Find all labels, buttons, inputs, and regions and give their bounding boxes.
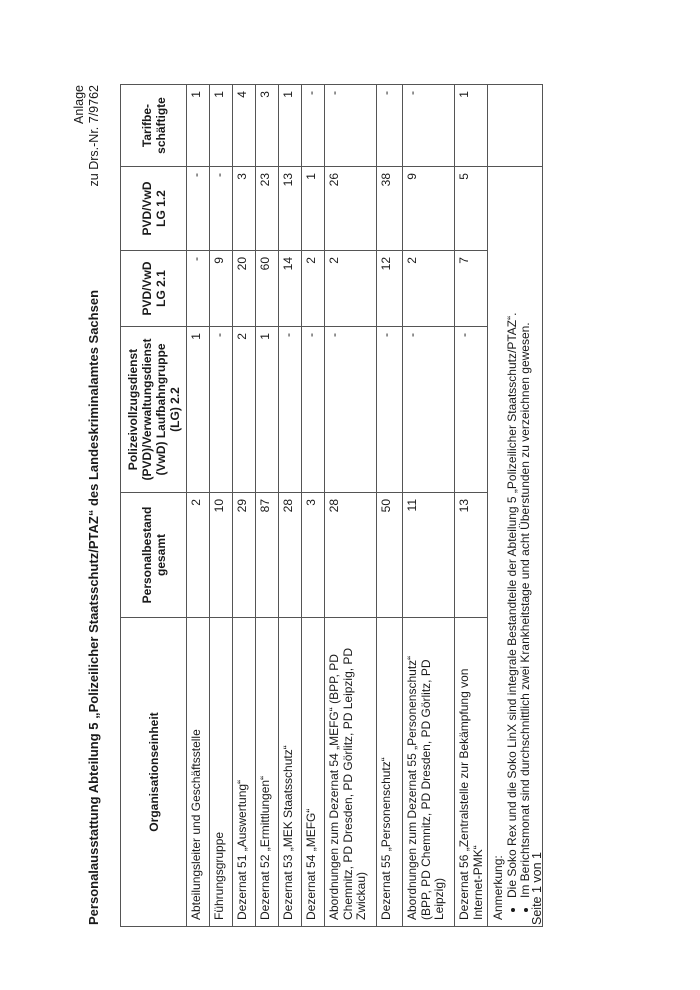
note-cell: Anmerkung: Die Soko Rex und die Soko Lin… [487,166,543,927]
note-item: Die Soko Rex und die Soko LinX sind inte… [505,173,520,898]
anlage-label: Anlage [72,85,86,124]
lg12-cell: 38 [376,166,403,251]
table-row: Dezernat 55 „Personenschutz“ 50-12 38- [376,84,403,927]
table-row: Abordnungen zum Dezernat 55 „Personensch… [402,84,455,927]
lg22-cell: - [209,326,233,493]
org-unit-cell: Abteilungsleiter und Geschäftsstelle [186,617,210,927]
lg21-cell: 2 [301,250,325,327]
total-cell: 11 [402,492,455,618]
total-cell: 3 [301,492,325,618]
lg12-cell: - [209,166,233,251]
lg22-cell: 1 [186,326,210,493]
table-header-row: Organisationseinheit Personalbestand ges… [120,84,187,927]
lg21-cell: 60 [255,250,279,327]
lg22-cell: - [402,326,455,493]
tarif-cell: - [376,84,403,167]
attachment-reference: Anlage zu Drs.-Nr. 7/9762 [72,85,102,186]
tarif-cell: - [301,84,325,167]
lg21-cell: 2 [402,250,455,327]
column-header: Personalbestand gesamt [120,492,187,618]
empty-cell [487,84,543,167]
total-cell: 13 [454,492,488,618]
lg12-cell: 13 [278,166,302,251]
lg21-cell: 7 [454,250,488,327]
lg22-cell: 1 [255,326,279,493]
tarif-cell: 1 [278,84,302,167]
total-cell: 50 [376,492,403,618]
column-header: PVD/VwD LG 2.1 [120,250,187,327]
total-cell: 28 [324,492,377,618]
lg12-cell: 9 [402,166,455,251]
lg21-cell: 14 [278,250,302,327]
page-number: Seite 1 von 1 [530,852,544,925]
total-cell: 87 [255,492,279,618]
document-title: Personalausstattung Abteilung 5 „Polizei… [86,289,101,925]
total-cell: 28 [278,492,302,618]
personnel-table: Organisationseinheit Personalbestand ges… [120,84,543,927]
table-row: Abordnungen zum Dezernat 54 „MEFG“ (BPP,… [324,84,377,927]
tarif-cell: 3 [255,84,279,167]
lg21-cell: 9 [209,250,233,327]
lg12-cell: - [186,166,210,251]
org-unit-cell: Dezernat 51 „Auswertung“ [232,617,256,927]
drs-number: zu Drs.-Nr. 7/9762 [87,85,101,187]
total-cell: 10 [209,492,233,618]
lg22-cell: - [324,326,377,493]
lg12-cell: 26 [324,166,377,251]
org-unit-cell: Dezernat 54 „MEFG“ [301,617,325,927]
table-row: Dezernat 51 „Auswertung“ 29 2 20 3 4 [232,84,256,927]
tarif-cell: - [402,84,455,167]
lg22-cell: - [454,326,488,493]
tarif-cell: 4 [232,84,256,167]
table-row: Dezernat 53 „MEK Staatsschutz“ 28-14 13 1 [278,84,302,927]
lg12-cell: 23 [255,166,279,251]
lg12-cell: 5 [454,166,488,251]
table-row: Dezernat 52 „Ermittlungen“ 87 1 60 23 3 [255,84,279,927]
org-unit-cell: Führungsgruppe [209,617,233,927]
tarif-cell: 1 [454,84,488,167]
note-label: Anmerkung: [491,855,505,920]
lg21-cell: 2 [324,250,377,327]
note-item: Im Berichtsmonat sind durchschnittlich z… [518,173,533,898]
table-row: Dezernat 56 „Zentralstelle zur Bekämpfun… [454,84,488,927]
tarif-cell: 1 [209,84,233,167]
lg21-cell: 12 [376,250,403,327]
lg12-cell: 3 [232,166,256,251]
lg21-cell: - [186,250,210,327]
column-header: Organisationseinheit [120,617,187,927]
tarif-cell: 1 [186,84,210,167]
table-row: Führungsgruppe 10-9-1 [209,84,233,927]
lg22-cell: - [376,326,403,493]
lg12-cell: 1 [301,166,325,251]
org-unit-cell: Dezernat 53 „MEK Staatsschutz“ [278,617,302,927]
org-unit-cell: Dezernat 56 „Zentralstelle zur Bekämpfun… [454,617,488,927]
column-header: PVD/VwD LG 1.2 [120,166,187,251]
org-unit-cell: Dezernat 55 „Personenschutz“ [376,617,403,927]
tarif-cell: - [324,84,377,167]
org-unit-cell: Dezernat 52 „Ermittlungen“ [255,617,279,927]
column-header: Tarifbe-schäftigte [120,84,187,167]
note-row: Anmerkung: Die Soko Rex und die Soko Lin… [487,84,543,927]
org-unit-cell: Abordnungen zum Dezernat 55 „Personensch… [402,617,455,927]
table-row: Dezernat 54 „MEFG“ 3-2 1- [301,84,325,927]
table-row: Abteilungsleiter und Geschäftsstelle 2 1- -… [186,84,210,927]
lg22-cell: 2 [232,326,256,493]
lg22-cell: - [278,326,302,493]
org-unit-cell: Abordnungen zum Dezernat 54 „MEFG“ (BPP,… [324,617,377,927]
total-cell: 2 [186,492,210,618]
lg21-cell: 20 [232,250,256,327]
column-header: Polizeivollzugsdienst (PVD)/Verwaltungsd… [120,326,187,493]
lg22-cell: - [301,326,325,493]
total-cell: 29 [232,492,256,618]
